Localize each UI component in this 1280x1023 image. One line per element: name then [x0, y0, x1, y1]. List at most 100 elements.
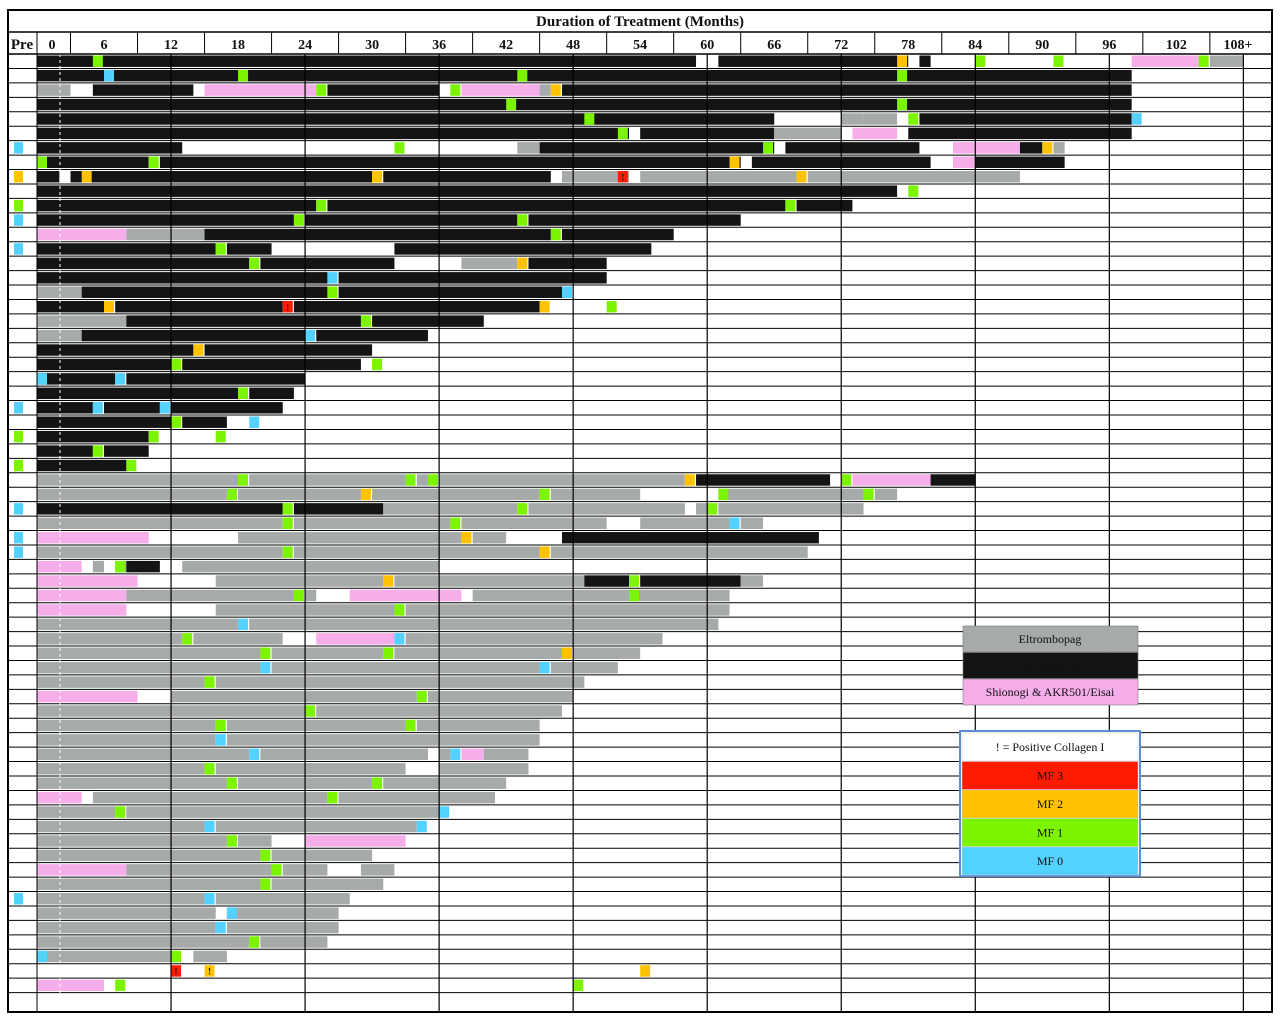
marrow-fibrosis-marker [908, 185, 919, 197]
legend-drug-label: Romiplostim [1019, 659, 1082, 673]
patient-row [37, 705, 562, 717]
eltrombopag-bar [37, 820, 205, 833]
romiplostim-bar [104, 402, 160, 414]
pre-marrow-marker [14, 402, 23, 414]
marrow-fibrosis-marker [561, 647, 572, 659]
marrow-fibrosis-marker [238, 387, 249, 400]
marrow-fibrosis-marker [260, 849, 271, 862]
shionogi-bar [952, 156, 976, 169]
marrow-fibrosis-marker [316, 84, 327, 96]
patient-row [37, 661, 618, 674]
eltrombopag-bar [1053, 142, 1065, 154]
marrow-fibrosis-marker [450, 84, 461, 96]
patient-row [37, 517, 764, 530]
patient-row [37, 55, 1244, 67]
legend-marrow-swatch [961, 732, 1139, 762]
marrow-fibrosis-marker [461, 532, 472, 544]
patient-row [37, 127, 1132, 140]
patient-row [37, 329, 428, 342]
romiplostim-bar [338, 272, 607, 284]
eltrombopag-bar [271, 849, 373, 862]
marrow-fibrosis-marker [92, 402, 103, 414]
marrow-fibrosis-marker [1198, 55, 1209, 67]
marrow-fibrosis-marker [517, 257, 528, 270]
eltrombopag-bar [37, 517, 283, 530]
marrow-fibrosis-marker [506, 98, 517, 111]
eltrombopag-bar [271, 661, 540, 674]
marrow-fibrosis-marker [427, 474, 438, 486]
eltrombopag-bar [37, 763, 205, 775]
patient-row [37, 777, 507, 789]
x-tick-label: 90 [1035, 38, 1049, 53]
eltrombopag-bar [92, 560, 105, 573]
patient-row [37, 676, 585, 688]
romiplostim-bar [37, 199, 317, 212]
eltrombopag-bar [439, 474, 685, 486]
pre-marrow-marker [14, 532, 23, 544]
marrow-fibrosis-marker [159, 402, 170, 414]
eltrombopag-bar [193, 633, 283, 645]
eltrombopag-bar [550, 488, 641, 501]
eltrombopag-bar [740, 517, 764, 530]
marrow-fibrosis-marker [405, 719, 416, 732]
eltrombopag-bar [215, 676, 585, 688]
eltrombopag-bar [37, 878, 261, 891]
eltrombopag-bar [37, 84, 71, 96]
marrow-fibrosis-marker [1053, 55, 1064, 67]
shionogi-bar [204, 84, 317, 96]
marrow-fibrosis-marker [104, 300, 115, 313]
patient-row [37, 98, 1132, 111]
patient-row [37, 272, 607, 284]
eltrombopag-bar [226, 907, 339, 919]
marrow-fibrosis-marker [327, 272, 338, 284]
marrow-fibrosis-marker [249, 936, 260, 948]
patient-row [37, 286, 572, 298]
patient-row [37, 344, 373, 356]
eltrombopag-bar [37, 777, 227, 789]
eltrombopag-bar [427, 690, 574, 703]
eltrombopag-bar [841, 113, 864, 125]
marrow-fibrosis-marker [282, 503, 293, 515]
legend: Eltrombopag Romiplostim Shionogi & AKR501/… [959, 625, 1141, 877]
patient-row [37, 719, 540, 732]
marrow-fibrosis-marker [383, 647, 394, 659]
marrow-fibrosis-marker [171, 965, 182, 977]
eltrombopag-bar [573, 647, 641, 659]
eltrombopag-bar [215, 575, 384, 587]
marrow-fibrosis-marker [629, 589, 640, 602]
eltrombopag-bar [360, 864, 395, 876]
romiplostim-bar [159, 156, 741, 169]
marrow-fibrosis-marker [260, 661, 271, 674]
pre-marrow-marker [14, 430, 23, 443]
romiplostim-bar [293, 503, 384, 515]
x-tick-label: 24 [298, 38, 312, 53]
patient-row [37, 358, 383, 371]
romiplostim-bar [394, 243, 652, 255]
eltrombopag-bar [215, 763, 406, 775]
marrow-fibrosis-marker [115, 979, 126, 992]
patient-row [14, 459, 137, 472]
eltrombopag-bar [126, 228, 205, 241]
eltrombopag-bar [126, 806, 440, 818]
patient-row [37, 84, 1132, 96]
patient-row [37, 734, 540, 746]
eltrombopag-bar [517, 142, 540, 154]
patient-row [37, 806, 450, 818]
marrow-fibrosis-marker [171, 950, 182, 963]
patient-row [37, 878, 384, 891]
romiplostim-bar [293, 300, 540, 313]
romiplostim-bar [640, 575, 741, 587]
patient-row [14, 893, 350, 905]
marrow-fibrosis-marker [204, 820, 215, 833]
patient-row [37, 416, 260, 428]
patient-row [37, 921, 339, 934]
eltrombopag-bar [461, 517, 607, 530]
eltrombopag-bar [126, 864, 272, 876]
marrow-fibrosis-marker [897, 55, 908, 67]
patient-row [14, 142, 1065, 154]
marrow-fibrosis-marker [539, 300, 550, 313]
legend-drug-label: Shionogi & AKR501/Eisai [986, 685, 1115, 699]
romiplostim-bar [37, 156, 149, 169]
romiplostim-bar [919, 113, 1132, 125]
patient-row [37, 633, 663, 645]
